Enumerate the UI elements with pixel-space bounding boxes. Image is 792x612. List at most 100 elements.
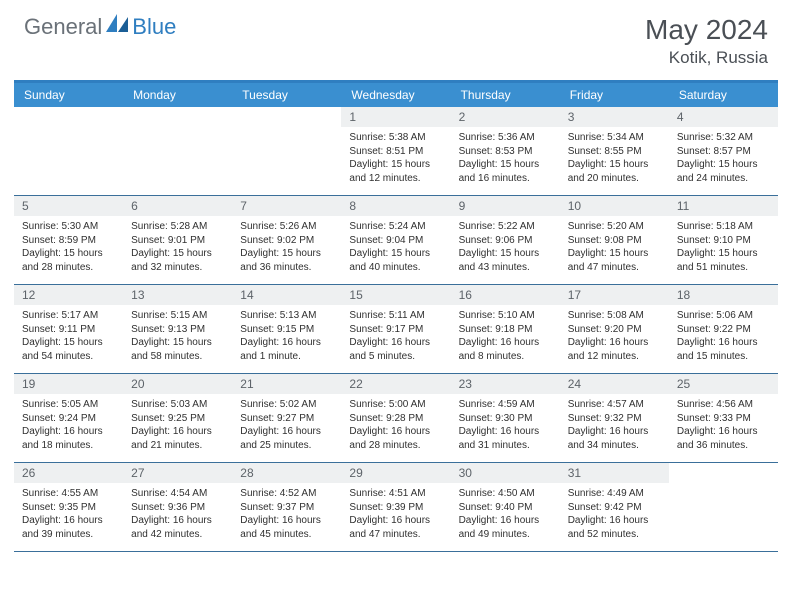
daylight2-text: and 12 minutes. bbox=[349, 172, 442, 186]
daylight1-text: Daylight: 16 hours bbox=[568, 425, 661, 439]
sunrise-text: Sunrise: 5:13 AM bbox=[240, 309, 333, 323]
day-body: Sunrise: 5:05 AMSunset: 9:24 PMDaylight:… bbox=[14, 394, 123, 458]
day-header: Saturday bbox=[669, 83, 778, 107]
daylight2-text: and 36 minutes. bbox=[240, 261, 333, 275]
daylight2-text: and 40 minutes. bbox=[349, 261, 442, 275]
sunrise-text: Sunrise: 5:30 AM bbox=[22, 220, 115, 234]
daylight1-text: Daylight: 15 hours bbox=[240, 247, 333, 261]
header: General Blue May 2024 Kotik, Russia bbox=[0, 0, 792, 76]
day-body: Sunrise: 5:20 AMSunset: 9:08 PMDaylight:… bbox=[560, 216, 669, 280]
day-cell: 20Sunrise: 5:03 AMSunset: 9:25 PMDayligh… bbox=[123, 374, 232, 462]
sunset-text: Sunset: 9:13 PM bbox=[131, 323, 224, 337]
daylight2-text: and 5 minutes. bbox=[349, 350, 442, 364]
daylight2-text: and 24 minutes. bbox=[677, 172, 770, 186]
daylight2-text: and 45 minutes. bbox=[240, 528, 333, 542]
title-block: May 2024 Kotik, Russia bbox=[645, 14, 768, 68]
day-cell: 22Sunrise: 5:00 AMSunset: 9:28 PMDayligh… bbox=[341, 374, 450, 462]
daylight1-text: Daylight: 16 hours bbox=[240, 425, 333, 439]
daylight2-text: and 28 minutes. bbox=[22, 261, 115, 275]
sunset-text: Sunset: 9:17 PM bbox=[349, 323, 442, 337]
day-cell: 27Sunrise: 4:54 AMSunset: 9:36 PMDayligh… bbox=[123, 463, 232, 551]
sunset-text: Sunset: 9:30 PM bbox=[459, 412, 552, 426]
day-number: 3 bbox=[560, 107, 669, 127]
day-cell: 1Sunrise: 5:38 AMSunset: 8:51 PMDaylight… bbox=[341, 107, 450, 195]
day-number: 17 bbox=[560, 285, 669, 305]
day-body: Sunrise: 5:13 AMSunset: 9:15 PMDaylight:… bbox=[232, 305, 341, 369]
daylight1-text: Daylight: 15 hours bbox=[349, 247, 442, 261]
day-cell: 25Sunrise: 4:56 AMSunset: 9:33 PMDayligh… bbox=[669, 374, 778, 462]
sunset-text: Sunset: 8:53 PM bbox=[459, 145, 552, 159]
day-cell: 3Sunrise: 5:34 AMSunset: 8:55 PMDaylight… bbox=[560, 107, 669, 195]
day-cell: 6Sunrise: 5:28 AMSunset: 9:01 PMDaylight… bbox=[123, 196, 232, 284]
daylight1-text: Daylight: 15 hours bbox=[459, 247, 552, 261]
daylight2-text: and 32 minutes. bbox=[131, 261, 224, 275]
day-header: Thursday bbox=[451, 83, 560, 107]
day-body: Sunrise: 5:22 AMSunset: 9:06 PMDaylight:… bbox=[451, 216, 560, 280]
month-title: May 2024 bbox=[645, 14, 768, 46]
day-cell: 14Sunrise: 5:13 AMSunset: 9:15 PMDayligh… bbox=[232, 285, 341, 373]
daylight1-text: Daylight: 16 hours bbox=[459, 336, 552, 350]
day-number: 24 bbox=[560, 374, 669, 394]
day-number: 25 bbox=[669, 374, 778, 394]
sunset-text: Sunset: 9:22 PM bbox=[677, 323, 770, 337]
daylight1-text: Daylight: 16 hours bbox=[131, 425, 224, 439]
day-header: Monday bbox=[123, 83, 232, 107]
day-body: Sunrise: 5:28 AMSunset: 9:01 PMDaylight:… bbox=[123, 216, 232, 280]
day-cell: 23Sunrise: 4:59 AMSunset: 9:30 PMDayligh… bbox=[451, 374, 560, 462]
sunrise-text: Sunrise: 4:50 AM bbox=[459, 487, 552, 501]
sunrise-text: Sunrise: 5:32 AM bbox=[677, 131, 770, 145]
brand-part2: Blue bbox=[132, 14, 176, 40]
day-cell: 10Sunrise: 5:20 AMSunset: 9:08 PMDayligh… bbox=[560, 196, 669, 284]
sunset-text: Sunset: 9:10 PM bbox=[677, 234, 770, 248]
day-cell: 13Sunrise: 5:15 AMSunset: 9:13 PMDayligh… bbox=[123, 285, 232, 373]
daylight1-text: Daylight: 16 hours bbox=[22, 425, 115, 439]
daylight2-text: and 20 minutes. bbox=[568, 172, 661, 186]
day-cell bbox=[14, 107, 123, 195]
sunset-text: Sunset: 9:08 PM bbox=[568, 234, 661, 248]
sunrise-text: Sunrise: 5:17 AM bbox=[22, 309, 115, 323]
sunrise-text: Sunrise: 5:28 AM bbox=[131, 220, 224, 234]
daylight2-text: and 12 minutes. bbox=[568, 350, 661, 364]
daylight2-text: and 58 minutes. bbox=[131, 350, 224, 364]
sunrise-text: Sunrise: 5:22 AM bbox=[459, 220, 552, 234]
day-number: 21 bbox=[232, 374, 341, 394]
day-number: 14 bbox=[232, 285, 341, 305]
day-cell: 9Sunrise: 5:22 AMSunset: 9:06 PMDaylight… bbox=[451, 196, 560, 284]
location: Kotik, Russia bbox=[645, 48, 768, 68]
sunset-text: Sunset: 9:04 PM bbox=[349, 234, 442, 248]
daylight1-text: Daylight: 16 hours bbox=[677, 336, 770, 350]
day-body: Sunrise: 5:32 AMSunset: 8:57 PMDaylight:… bbox=[669, 127, 778, 191]
sunrise-text: Sunrise: 5:20 AM bbox=[568, 220, 661, 234]
day-body: Sunrise: 5:15 AMSunset: 9:13 PMDaylight:… bbox=[123, 305, 232, 369]
day-number: 8 bbox=[341, 196, 450, 216]
day-number: 5 bbox=[14, 196, 123, 216]
day-body: Sunrise: 5:17 AMSunset: 9:11 PMDaylight:… bbox=[14, 305, 123, 369]
sunset-text: Sunset: 9:28 PM bbox=[349, 412, 442, 426]
daylight2-text: and 28 minutes. bbox=[349, 439, 442, 453]
daylight2-text: and 1 minute. bbox=[240, 350, 333, 364]
sunrise-text: Sunrise: 5:18 AM bbox=[677, 220, 770, 234]
daylight2-text: and 51 minutes. bbox=[677, 261, 770, 275]
day-header: Wednesday bbox=[341, 83, 450, 107]
sunset-text: Sunset: 9:25 PM bbox=[131, 412, 224, 426]
day-number: 1 bbox=[341, 107, 450, 127]
day-cell: 24Sunrise: 4:57 AMSunset: 9:32 PMDayligh… bbox=[560, 374, 669, 462]
day-cell: 26Sunrise: 4:55 AMSunset: 9:35 PMDayligh… bbox=[14, 463, 123, 551]
day-body: Sunrise: 5:11 AMSunset: 9:17 PMDaylight:… bbox=[341, 305, 450, 369]
day-number: 15 bbox=[341, 285, 450, 305]
day-cell: 18Sunrise: 5:06 AMSunset: 9:22 PMDayligh… bbox=[669, 285, 778, 373]
daylight2-text: and 49 minutes. bbox=[459, 528, 552, 542]
day-cell bbox=[123, 107, 232, 195]
day-cell bbox=[232, 107, 341, 195]
day-body: Sunrise: 4:51 AMSunset: 9:39 PMDaylight:… bbox=[341, 483, 450, 547]
day-number: 12 bbox=[14, 285, 123, 305]
sunset-text: Sunset: 9:20 PM bbox=[568, 323, 661, 337]
day-number: 27 bbox=[123, 463, 232, 483]
day-number: 9 bbox=[451, 196, 560, 216]
day-cell: 8Sunrise: 5:24 AMSunset: 9:04 PMDaylight… bbox=[341, 196, 450, 284]
day-number: 4 bbox=[669, 107, 778, 127]
day-header: Sunday bbox=[14, 83, 123, 107]
day-body: Sunrise: 5:34 AMSunset: 8:55 PMDaylight:… bbox=[560, 127, 669, 191]
sunset-text: Sunset: 9:15 PM bbox=[240, 323, 333, 337]
sunset-text: Sunset: 9:01 PM bbox=[131, 234, 224, 248]
